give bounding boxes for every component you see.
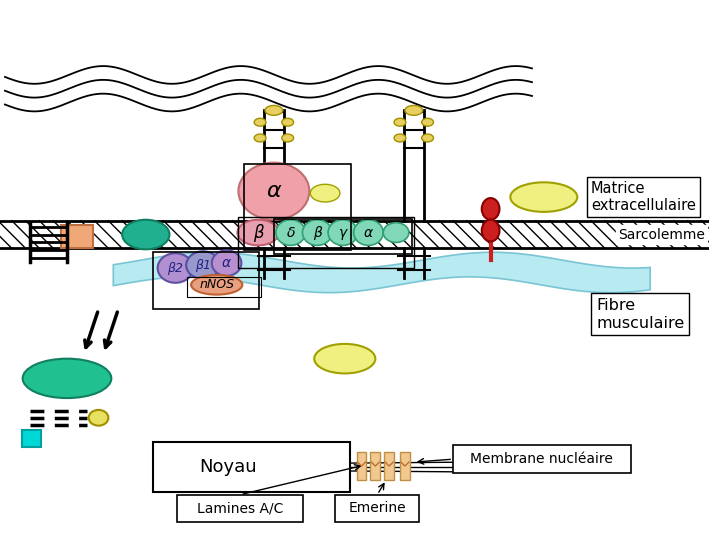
Bar bbox=[238, 217, 414, 268]
Ellipse shape bbox=[383, 222, 409, 242]
Text: γ: γ bbox=[338, 226, 347, 240]
Ellipse shape bbox=[310, 184, 340, 202]
Bar bbox=[244, 164, 351, 251]
Ellipse shape bbox=[422, 134, 433, 142]
Bar bbox=[335, 495, 419, 522]
Bar bbox=[384, 453, 394, 480]
Bar bbox=[400, 453, 410, 480]
Bar bbox=[153, 442, 350, 491]
Ellipse shape bbox=[422, 118, 433, 126]
Ellipse shape bbox=[186, 251, 220, 279]
Text: α: α bbox=[266, 181, 282, 201]
Text: Lamines A/C: Lamines A/C bbox=[197, 502, 284, 515]
Bar bbox=[0, 221, 709, 248]
Text: α: α bbox=[364, 226, 373, 240]
Ellipse shape bbox=[482, 220, 500, 241]
Ellipse shape bbox=[328, 220, 358, 245]
Ellipse shape bbox=[122, 220, 169, 249]
Ellipse shape bbox=[22, 359, 112, 398]
Ellipse shape bbox=[276, 220, 305, 245]
Ellipse shape bbox=[212, 251, 241, 276]
Text: β1: β1 bbox=[195, 259, 211, 272]
Ellipse shape bbox=[354, 220, 383, 245]
Bar bbox=[177, 495, 303, 522]
Text: β: β bbox=[253, 224, 264, 241]
Bar bbox=[61, 225, 93, 248]
Bar bbox=[274, 219, 412, 254]
Ellipse shape bbox=[191, 275, 243, 295]
Ellipse shape bbox=[482, 198, 500, 220]
Ellipse shape bbox=[238, 163, 310, 220]
Bar bbox=[370, 453, 380, 480]
Ellipse shape bbox=[254, 118, 266, 126]
Text: Membrane nucléaire: Membrane nucléaire bbox=[470, 452, 613, 466]
Text: δ: δ bbox=[287, 226, 295, 240]
Bar bbox=[22, 430, 41, 447]
Ellipse shape bbox=[394, 134, 406, 142]
Text: β: β bbox=[312, 226, 322, 240]
Text: β2: β2 bbox=[167, 261, 184, 274]
Ellipse shape bbox=[238, 220, 279, 245]
Ellipse shape bbox=[89, 410, 109, 426]
Text: Fibre
musculaire: Fibre musculaire bbox=[596, 298, 684, 330]
Ellipse shape bbox=[282, 118, 294, 126]
Bar bbox=[153, 252, 259, 309]
Text: Emerine: Emerine bbox=[348, 502, 406, 515]
Ellipse shape bbox=[394, 118, 406, 126]
Text: α: α bbox=[222, 256, 231, 270]
Ellipse shape bbox=[405, 105, 423, 116]
Text: Matrice
extracellulaire: Matrice extracellulaire bbox=[591, 181, 696, 213]
Ellipse shape bbox=[282, 134, 294, 142]
Text: Noyau: Noyau bbox=[199, 458, 256, 476]
Text: nNOS: nNOS bbox=[199, 278, 234, 291]
Bar bbox=[187, 277, 261, 296]
Bar bbox=[453, 446, 631, 473]
Ellipse shape bbox=[510, 183, 577, 212]
Ellipse shape bbox=[265, 105, 283, 116]
Ellipse shape bbox=[158, 253, 193, 283]
Ellipse shape bbox=[314, 344, 375, 374]
Bar bbox=[356, 453, 366, 480]
Ellipse shape bbox=[254, 134, 266, 142]
Text: Sarcolemme: Sarcolemme bbox=[618, 227, 706, 241]
Ellipse shape bbox=[302, 220, 332, 245]
Polygon shape bbox=[113, 252, 650, 293]
